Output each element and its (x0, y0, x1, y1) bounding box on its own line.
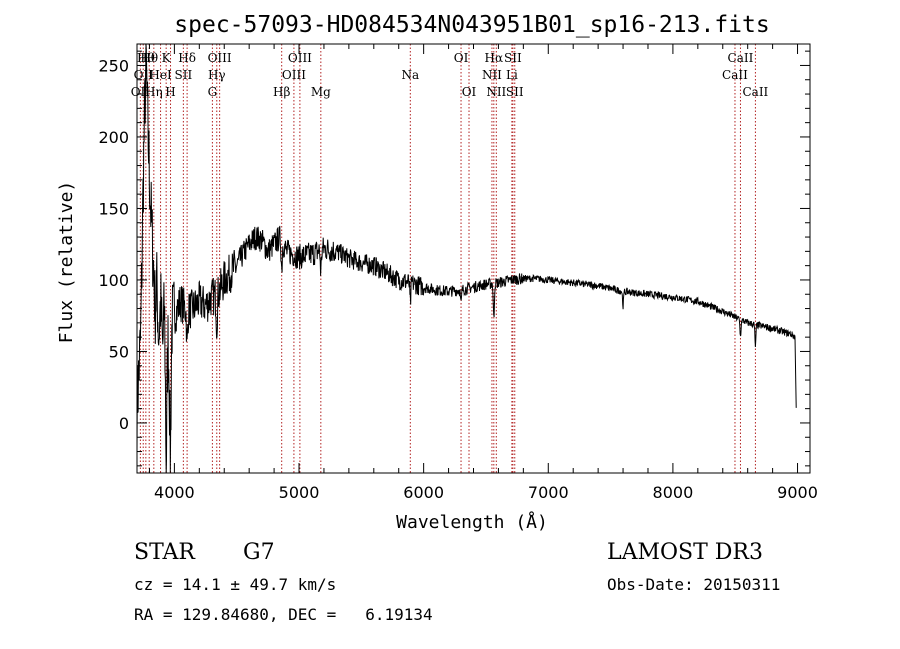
survey-name: LAMOST DR3 (607, 540, 763, 565)
chart-title: spec-57093-HD084534N043951B01_sp16-213.f… (174, 12, 769, 38)
spectral-line-labels: OIIOIIHθHθHηHeIKHSIIHδGHγOIIIHβOIIIOIIIM… (131, 51, 769, 99)
line-label-27: CaII (728, 51, 754, 65)
line-label-1: OII (134, 68, 154, 82)
line-label-5: HeI (149, 68, 172, 82)
line-label-7: H (165, 85, 175, 99)
line-label-9: Hδ (178, 51, 196, 65)
line-label-22: NII (486, 85, 506, 99)
x-axis-label: Wavelength (Å) (396, 511, 548, 533)
line-label-23: Li (506, 68, 518, 82)
line-label-13: Hβ (273, 85, 290, 99)
redshift-text: cz = 14.1 ± 49.7 km/s (134, 575, 337, 594)
y-axis-label: Flux (relative) (56, 181, 77, 344)
object-subclass: G7 (243, 540, 275, 565)
y-tick-label-3: 150 (98, 199, 129, 218)
line-label-28: CaII (742, 85, 768, 99)
line-label-12: OIII (208, 51, 232, 65)
spectrum-series (136, 43, 797, 474)
line-label-17: Na (401, 68, 419, 82)
x-tick-label-1: 5000 (279, 483, 320, 502)
line-label-25: SII (506, 85, 524, 99)
line-label-14: OIII (282, 68, 306, 82)
line-label-16: Mg (311, 85, 331, 99)
x-axis: 4000 5000 6000 7000 8000 9000 (148, 44, 818, 502)
line-label-18: OI (454, 51, 469, 65)
line-label-19: OI (462, 85, 477, 99)
line-label-20: NII (482, 68, 502, 82)
line-label-3: Hθ (140, 51, 158, 65)
line-label-24: SII (504, 51, 522, 65)
y-tick-label-2: 100 (98, 271, 129, 290)
x-tick-label-2: 6000 (403, 483, 444, 502)
line-label-15: OIII (288, 51, 312, 65)
line-label-26: CaII (722, 68, 748, 82)
x-tick-label-5: 9000 (777, 483, 818, 502)
coordinates-text: RA = 129.84680, DEC = 6.19134 (134, 605, 433, 624)
y-tick-label-1: 50 (109, 342, 129, 361)
y-tick-label-5: 250 (98, 56, 129, 75)
x-tick-label-4: 8000 (653, 483, 694, 502)
line-label-8: SII (175, 68, 193, 82)
obs-date-text: Obs-Date: 20150311 (607, 575, 781, 594)
x-tick-label-3: 7000 (528, 483, 569, 502)
y-tick-label-4: 200 (98, 128, 129, 147)
line-label-21: Hα (485, 51, 504, 65)
line-label-10: G (208, 85, 218, 99)
x-tick-label-0: 4000 (154, 483, 195, 502)
line-label-6: K (162, 51, 172, 65)
line-label-11: Hγ (208, 68, 226, 82)
object-class: STAR (134, 540, 195, 565)
y-tick-label-0: 0 (119, 414, 129, 433)
y-axis: 0 50 100 150 200 250 (98, 50, 810, 467)
line-label-4: Hη (145, 85, 163, 99)
